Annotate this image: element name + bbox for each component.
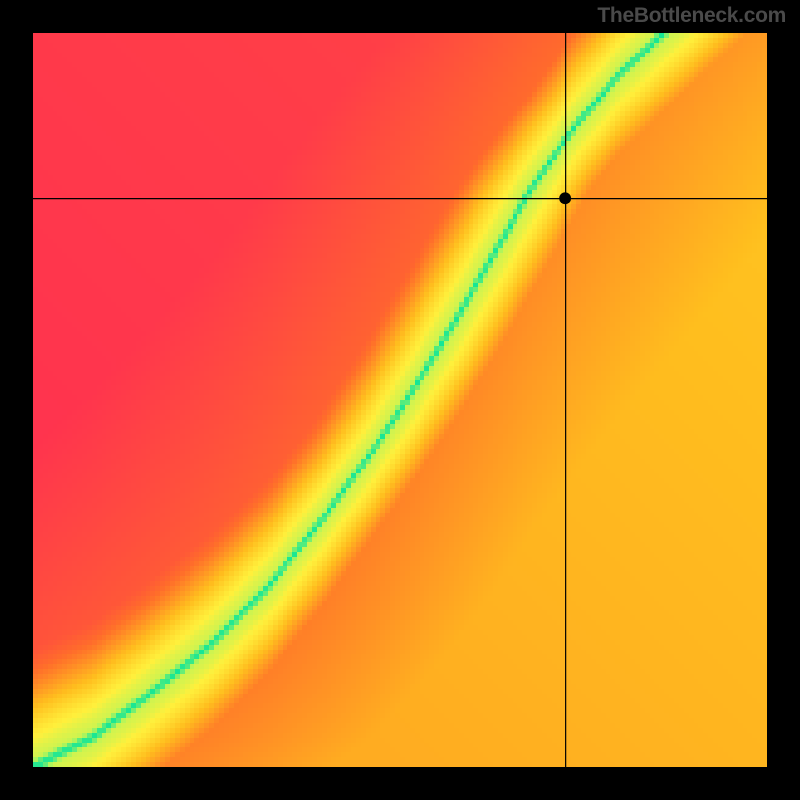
heatmap-plot (33, 33, 767, 767)
heatmap-canvas (33, 33, 767, 767)
chart-container: TheBottleneck.com (0, 0, 800, 800)
attribution-text: TheBottleneck.com (597, 4, 786, 28)
